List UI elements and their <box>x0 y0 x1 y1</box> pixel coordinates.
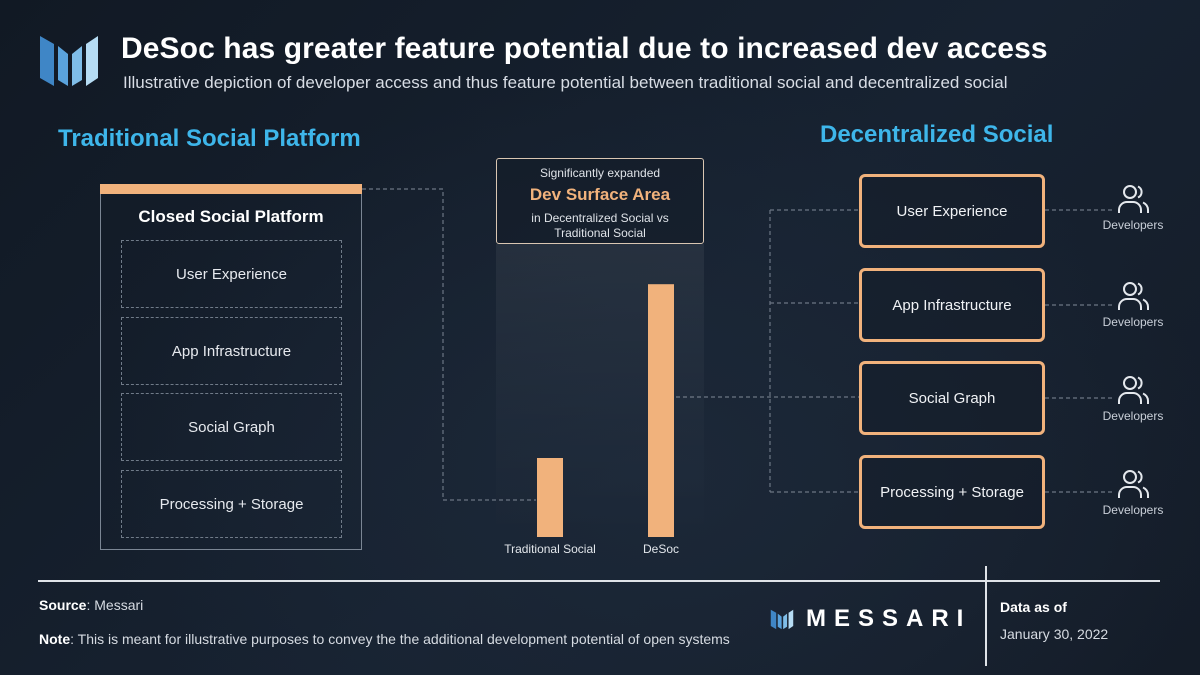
messari-brand: MESSARI <box>770 604 971 634</box>
footer-divider-line <box>38 580 1160 582</box>
traditional-heading: Traditional Social Platform <box>58 125 361 152</box>
footer-vertical-divider <box>985 566 987 666</box>
desoc-layer-user-experience: User Experience <box>859 174 1045 248</box>
decentralized-heading: Decentralized Social <box>820 121 1054 148</box>
users-icon <box>1118 282 1150 310</box>
users-icon <box>1118 470 1150 498</box>
desoc-layer-app-infrastructure: App Infrastructure <box>859 268 1045 342</box>
data-as-of-date: January 30, 2022 <box>1000 626 1109 642</box>
note-key: Note <box>39 631 71 647</box>
note-value: : This is meant for illustrative purpose… <box>70 631 730 647</box>
dev-surface-callout: Significantly expanded Dev Surface Area … <box>496 158 704 244</box>
callout-bottom-line-2: Traditional Social <box>554 226 646 240</box>
page-subtitle: Illustrative depiction of developer acce… <box>123 73 1008 92</box>
footnote: Note: This is meant for illustrative pur… <box>39 631 730 647</box>
closed-platform-title: Closed Social Platform <box>138 207 324 226</box>
bar-traditional-social <box>537 458 563 537</box>
closed-layer-social-graph: Social Graph <box>121 393 342 461</box>
callout-bottom-line-1: in Decentralized Social vs <box>531 211 669 225</box>
developers-label: Developers <box>1102 503 1164 517</box>
closed-layer-processing-storage: Processing + Storage <box>121 470 342 538</box>
callout-bottom-text: in Decentralized Social vs Traditional S… <box>497 211 703 241</box>
developers-label: Developers <box>1102 409 1164 423</box>
developers-label: Developers <box>1102 218 1164 232</box>
users-icon <box>1118 376 1150 404</box>
developers-label: Developers <box>1102 315 1164 329</box>
users-icon <box>1118 185 1150 213</box>
closed-layer-app-infrastructure: App Infrastructure <box>121 317 342 385</box>
developers-group-1: Developers <box>1092 182 1174 232</box>
source-value: : Messari <box>86 597 144 613</box>
developers-group-3: Developers <box>1092 373 1174 423</box>
bar-label-traditional-social: Traditional Social <box>504 542 596 556</box>
desoc-layer-processing-storage: Processing + Storage <box>859 455 1045 529</box>
messari-logo-icon <box>770 609 794 630</box>
desoc-layer-social-graph: Social Graph <box>859 361 1045 435</box>
brand-wordmark: MESSARI <box>806 605 972 632</box>
bar-label-desoc: DeSoc <box>643 542 679 556</box>
source-note: Source: Messari <box>39 597 143 613</box>
closed-platform-top-bar <box>100 184 362 194</box>
developers-group-2: Developers <box>1092 279 1174 329</box>
messari-logo-icon <box>40 36 98 86</box>
developers-group-4: Developers <box>1092 467 1174 517</box>
data-as-of-label: Data as of <box>1000 599 1067 615</box>
bar-desoc <box>648 284 674 537</box>
source-key: Source <box>39 597 87 613</box>
dev-surface-bar-chart: Traditional Social DeSoc <box>504 284 679 556</box>
callout-main-text: Dev Surface Area <box>529 185 671 204</box>
callout-top-text: Significantly expanded <box>539 166 661 180</box>
page-title: DeSoc has greater feature potential due … <box>121 32 1048 65</box>
closed-layer-user-experience: User Experience <box>121 240 342 308</box>
